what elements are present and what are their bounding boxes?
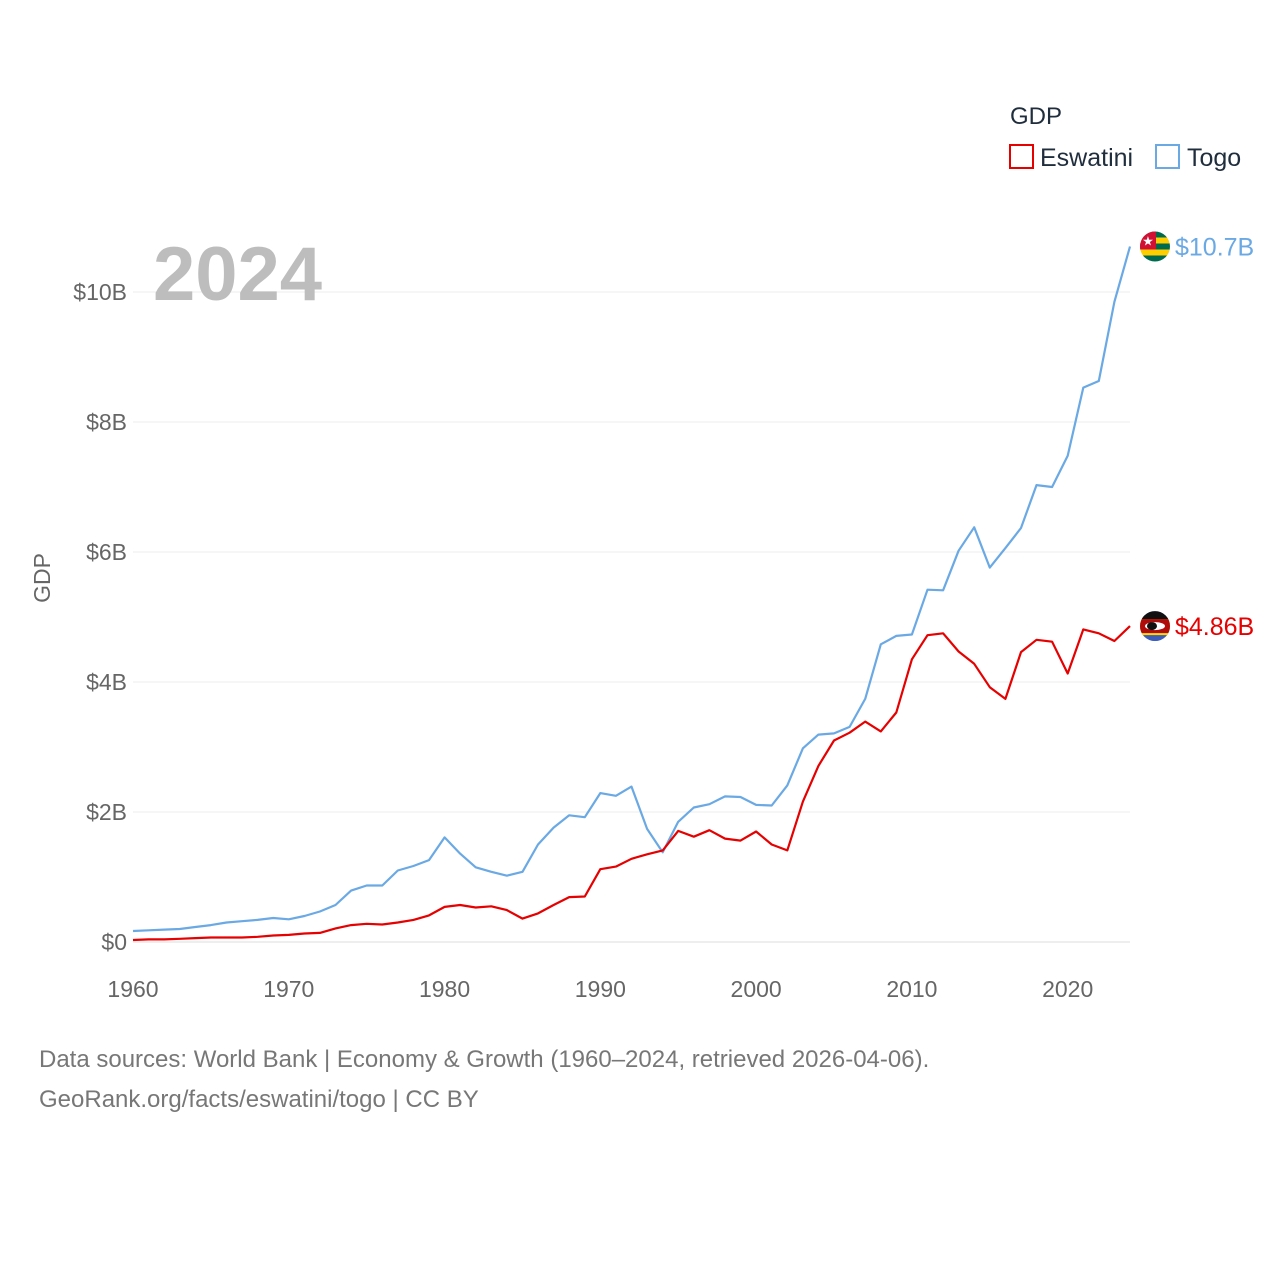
series-line-eswatini	[132, 625, 1131, 942]
x-tick-label: 1960	[107, 976, 158, 1002]
y-tick-label: $8B	[86, 409, 127, 435]
eswatini-flag-icon	[1140, 611, 1170, 642]
footer: Data sources: World Bank | Economy & Gro…	[39, 1040, 1239, 1120]
footer-sources: Data sources: World Bank | Economy & Gro…	[39, 1046, 930, 1073]
legend-label-togo: Togo	[1187, 144, 1241, 172]
x-tick-label: 2010	[886, 976, 937, 1002]
y-tick-label: $4B	[86, 669, 127, 695]
legend-item-togo[interactable]: Togo	[1155, 144, 1241, 172]
grid-lines	[133, 291, 1130, 943]
footer-attribution-link[interactable]: GeoRank.org/facts/eswatini/togo | CC BY	[39, 1086, 479, 1113]
series-line-togo	[132, 246, 1132, 933]
svg-text:★: ★	[1142, 235, 1154, 250]
legend-swatch-togo	[1155, 144, 1180, 169]
x-tick-label: 2020	[1042, 976, 1093, 1002]
x-tick-label: 2000	[731, 976, 782, 1002]
legend-title: GDP	[1010, 103, 1062, 130]
x-tick-label: 1980	[419, 976, 470, 1002]
series-lines	[132, 246, 1132, 942]
legend-item-eswatini[interactable]: Eswatini	[1009, 144, 1133, 172]
y-tick-label: $6B	[86, 539, 127, 565]
x-tick-label: 1990	[575, 976, 626, 1002]
y-tick-label: $0	[101, 929, 127, 955]
eswatini-end-value-label: $4.86B	[1175, 613, 1254, 641]
togo-flag-icon: ★	[1140, 231, 1170, 262]
y-tick-label: $10B	[73, 279, 127, 305]
y-axis-title: GDP	[29, 553, 55, 603]
legend-label-eswatini: Eswatini	[1040, 144, 1133, 172]
x-tick-label: 1970	[263, 976, 314, 1002]
legend: GDP Eswatini Togo	[1009, 103, 1241, 172]
y-axis-ticks: $0 $2B $4B $6B $8B $10B	[73, 279, 127, 955]
y-tick-label: $2B	[86, 799, 127, 825]
x-axis-ticks: 1960 1970 1980 1990 2000 2010 2020	[107, 976, 1093, 1002]
togo-end-value-label: $10.7B	[1175, 234, 1254, 262]
legend-swatch-eswatini	[1009, 144, 1034, 169]
year-watermark: 2024	[153, 232, 322, 317]
